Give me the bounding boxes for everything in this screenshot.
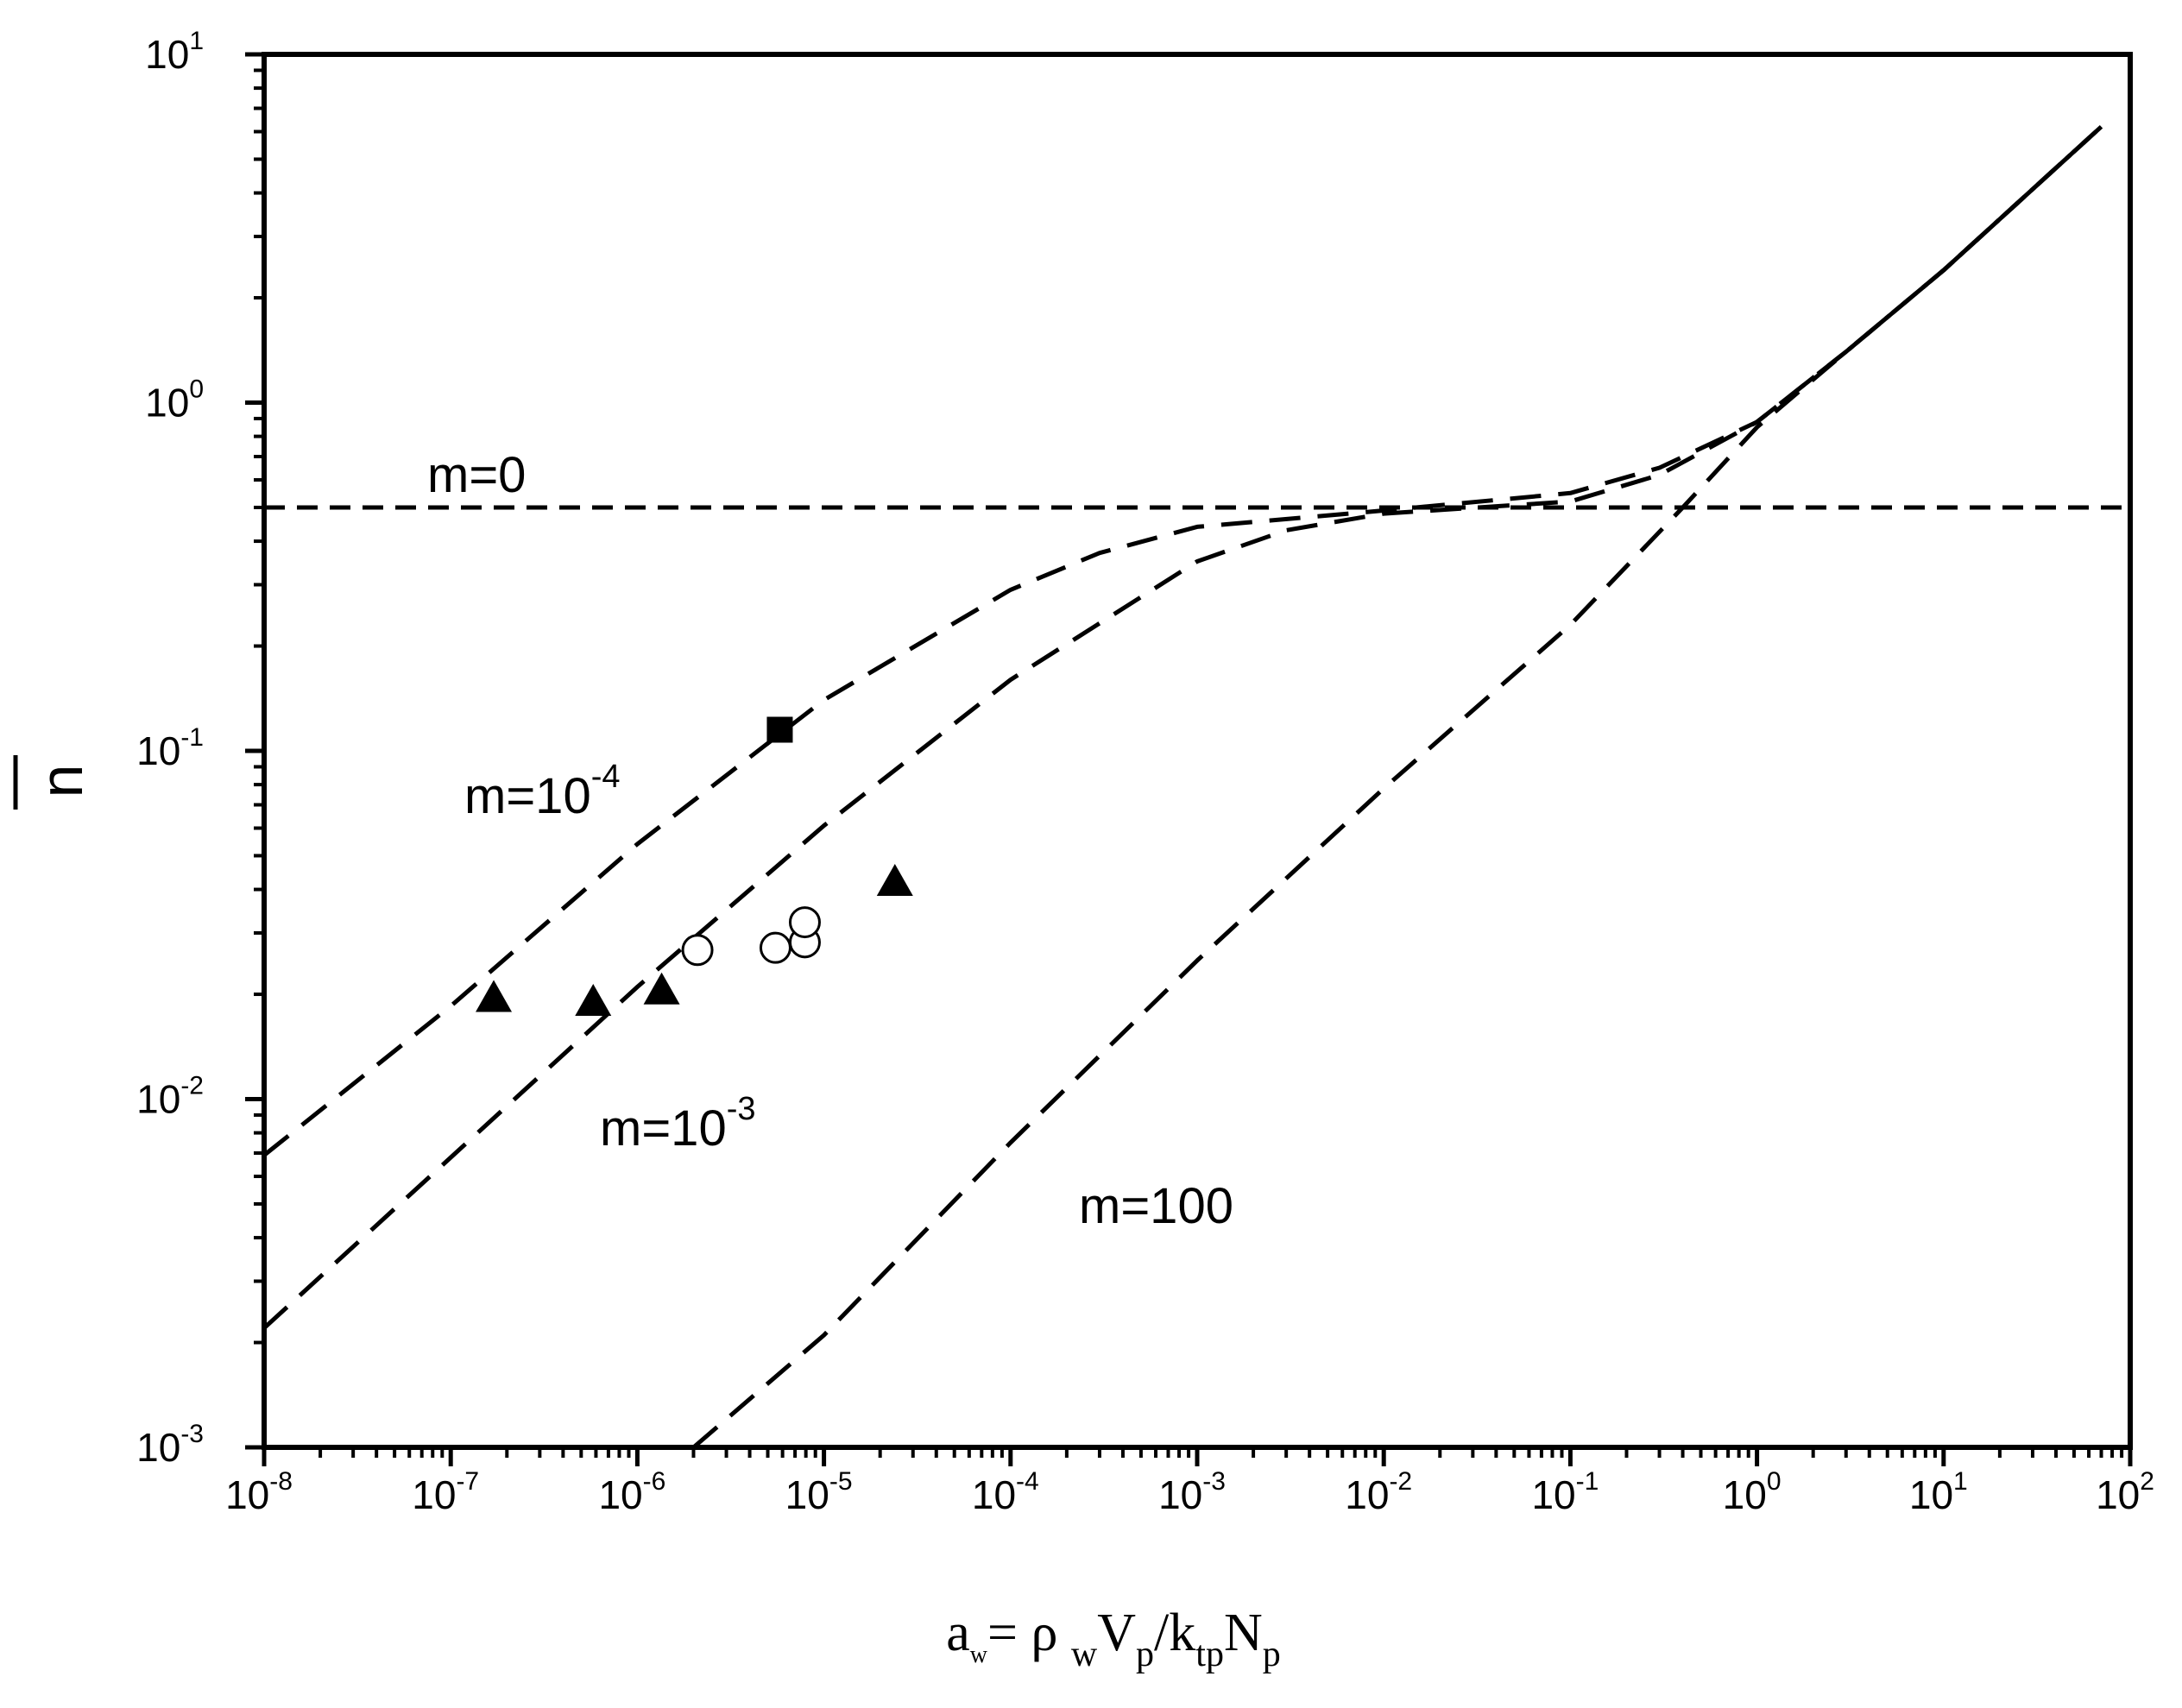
- curve-label-m0: m=0: [427, 447, 526, 503]
- open-circles-point-1: [759, 931, 791, 964]
- y-tick-label: 100: [145, 375, 204, 425]
- filled-squares-point-0: [766, 716, 793, 743]
- filled-triangles-point-3: [876, 864, 913, 897]
- filled-triangles-point-1: [575, 984, 612, 1017]
- y-tick-label: 10-2: [136, 1072, 204, 1122]
- curve-label-m1e-4: m=10-4: [464, 759, 621, 824]
- x-tick-label: 10-5: [785, 1467, 853, 1517]
- y-axis-label: n: [13, 755, 95, 810]
- curve-label-m100: m=100: [1079, 1178, 1233, 1234]
- filled-triangles-point-2: [643, 972, 680, 1005]
- tick-labels: 10-8 10-7 10-6 10-5 10-4 10-3 10-2 10-1 100 101 10…: [136, 27, 2154, 1517]
- y-axis-label-text: n: [28, 765, 95, 798]
- plot-frame: [262, 52, 2133, 1450]
- x-tick-label: 10-3: [1158, 1467, 1226, 1517]
- y-tick-label: 10-1: [136, 723, 204, 773]
- curve-label-m1e-3: m=10-3: [600, 1091, 756, 1157]
- x-tick-label: 10-8: [225, 1467, 293, 1517]
- x-tick-label: 10-4: [972, 1467, 1039, 1517]
- curve-m=100: [691, 124, 2103, 1447]
- x-axis-label: aw= ρ wVp/ktpNp: [946, 1604, 1280, 1674]
- y-tick-label: 10-3: [136, 1420, 204, 1470]
- curves: [264, 124, 2130, 1447]
- x-tick-label: 102: [2096, 1467, 2154, 1517]
- x-tick-label: 10-6: [598, 1467, 665, 1517]
- y-tick-label: 101: [145, 27, 204, 77]
- x-tick-label: 101: [1909, 1467, 1968, 1517]
- x-tick-label: 10-1: [1531, 1467, 1599, 1517]
- x-tick-label: 10-2: [1345, 1467, 1412, 1517]
- x-tick-label: 10-7: [412, 1467, 479, 1517]
- x-tick-label: 100: [1723, 1467, 1782, 1517]
- markers: [476, 716, 913, 1017]
- open-circles-point-0: [681, 934, 714, 967]
- open-circles-point-3: [788, 906, 821, 939]
- filled-triangles-point-0: [476, 980, 513, 1012]
